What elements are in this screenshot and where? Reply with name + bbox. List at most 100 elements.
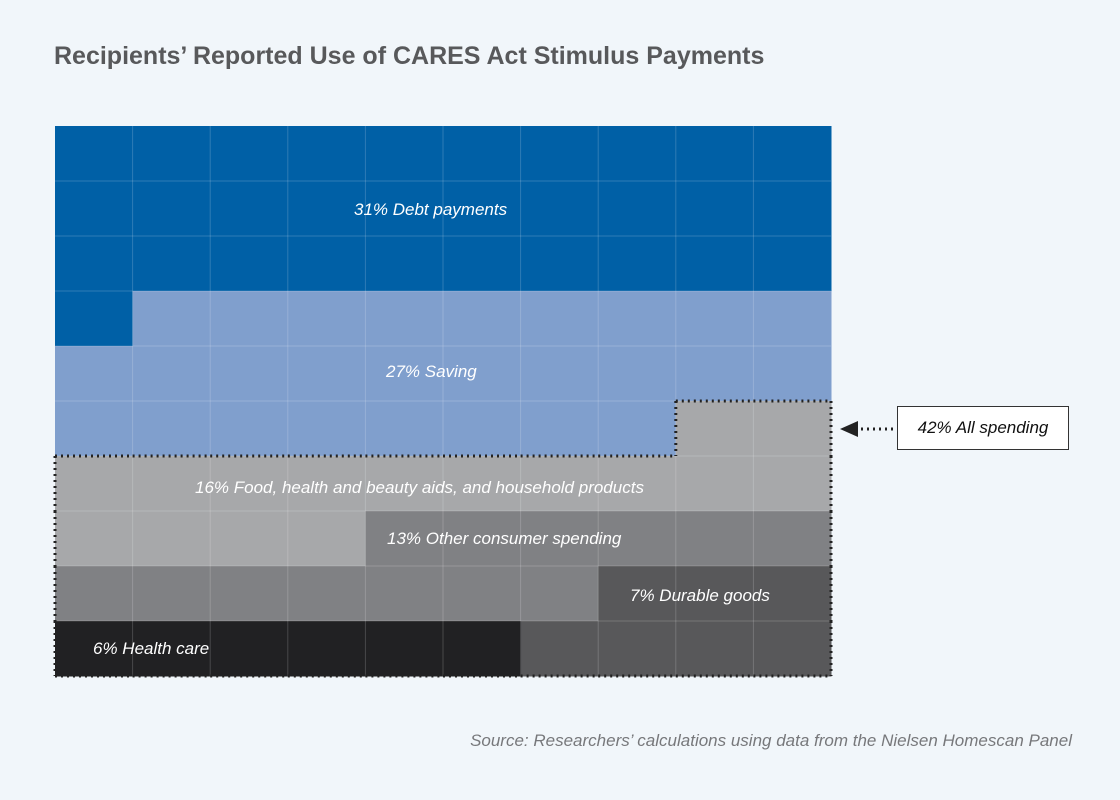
waffle-cell-debt <box>55 236 134 292</box>
waffle-cell-other <box>210 566 289 622</box>
waffle-cell-food <box>210 456 289 512</box>
waffle-cell-debt <box>287 181 366 237</box>
waffle-cell-debt <box>132 181 211 237</box>
waffle-cell-debt <box>443 236 522 292</box>
waffle-cell-food <box>753 456 832 512</box>
waffle-cell-debt <box>520 236 599 292</box>
waffle-cell-durable <box>598 621 677 677</box>
waffle-cell-debt <box>675 126 754 182</box>
label-food: 16% Food, health and beauty aids, and ho… <box>195 478 644 497</box>
waffle-cell-debt <box>365 126 444 182</box>
waffle-cell-debt <box>753 126 832 182</box>
waffle-cell-food <box>365 456 444 512</box>
waffle-cell-debt <box>598 181 677 237</box>
label-saving: 27% Saving <box>386 362 477 381</box>
waffle-cell-saving <box>132 346 211 402</box>
waffle-cell-debt <box>55 291 134 347</box>
waffle-cell-saving <box>753 291 832 347</box>
waffle-cell-food <box>287 511 366 567</box>
waffle-cell-debt <box>55 181 134 237</box>
waffle-cell-debt <box>598 126 677 182</box>
waffle-cell-saving <box>675 291 754 347</box>
waffle-cell-other <box>520 566 599 622</box>
waffle-cell-saving <box>287 291 366 347</box>
waffle-cell-health <box>132 621 211 677</box>
waffle-cell-durable <box>675 621 754 677</box>
waffle-cell-durable <box>753 621 832 677</box>
waffle-cell-other <box>55 566 134 622</box>
waffle-cell-debt <box>520 181 599 237</box>
waffle-cell-health <box>210 621 289 677</box>
waffle-cell-debt <box>598 236 677 292</box>
waffle-cell-debt <box>443 126 522 182</box>
waffle-cell-food <box>132 456 211 512</box>
waffle-cell-saving <box>287 401 366 457</box>
waffle-cell-other <box>443 566 522 622</box>
waffle-cell-saving <box>443 291 522 347</box>
waffle-cell-food <box>675 456 754 512</box>
label-debt: 31% Debt payments <box>354 200 508 219</box>
waffle-cell-food <box>520 456 599 512</box>
waffle-cell-durable <box>675 566 754 622</box>
waffle-cell-debt <box>365 181 444 237</box>
waffle-cell-food <box>675 401 754 457</box>
waffle-cell-saving <box>210 291 289 347</box>
waffle-cell-food <box>287 456 366 512</box>
waffle-cell-health <box>287 621 366 677</box>
waffle-cell-saving <box>287 346 366 402</box>
waffle-cell-saving <box>365 291 444 347</box>
waffle-cell-saving <box>753 346 832 402</box>
waffle-cell-debt <box>132 126 211 182</box>
waffle-cell-other <box>520 511 599 567</box>
label-other: 13% Other consumer spending <box>387 529 622 548</box>
waffle-cell-other <box>675 511 754 567</box>
waffle-cell-food <box>132 511 211 567</box>
label-durable: 7% Durable goods <box>630 586 770 605</box>
waffle-cell-debt <box>287 236 366 292</box>
waffle-cell-debt <box>210 181 289 237</box>
waffle-cell-other <box>753 511 832 567</box>
callout-arrowhead-icon <box>840 421 858 437</box>
waffle-cell-debt <box>365 236 444 292</box>
chart-title: Recipients’ Reported Use of CARES Act St… <box>54 42 765 70</box>
waffle-cell-saving <box>443 401 522 457</box>
waffle-cell-debt <box>55 126 134 182</box>
source-note: Source: Researchers’ calculations using … <box>470 731 1072 750</box>
waffle-cell-saving <box>210 346 289 402</box>
waffle-cell-saving <box>520 291 599 347</box>
waffle-cell-saving <box>365 346 444 402</box>
waffle-cell-other <box>443 511 522 567</box>
waffle-cell-durable <box>520 621 599 677</box>
waffle-cell-saving <box>598 346 677 402</box>
waffle-cell-food <box>55 511 134 567</box>
waffle-cell-saving <box>210 401 289 457</box>
waffle-cell-saving <box>132 291 211 347</box>
waffle-cell-food <box>753 401 832 457</box>
waffle-cell-health <box>365 621 444 677</box>
waffle-cell-debt <box>753 181 832 237</box>
waffle-cell-debt <box>210 236 289 292</box>
waffle-cell-debt <box>132 236 211 292</box>
waffle-cell-food <box>210 511 289 567</box>
waffle-cell-durable <box>753 566 832 622</box>
waffle-cell-saving <box>520 346 599 402</box>
waffle-cell-health <box>443 621 522 677</box>
waffle-cell-health <box>55 621 134 677</box>
waffle-cell-saving <box>675 346 754 402</box>
waffle-cell-debt <box>675 181 754 237</box>
waffle-cell-debt <box>443 181 522 237</box>
waffle-cell-debt <box>210 126 289 182</box>
waffle-cell-saving <box>598 291 677 347</box>
waffle-cell-saving <box>520 401 599 457</box>
waffle-cell-debt <box>753 236 832 292</box>
waffle-cell-saving <box>132 401 211 457</box>
waffle-cell-saving <box>598 401 677 457</box>
waffle-cell-saving <box>365 401 444 457</box>
waffle-cell-other <box>287 566 366 622</box>
waffle-cell-saving <box>55 346 134 402</box>
waffle-cell-durable <box>598 566 677 622</box>
waffle-cell-debt <box>520 126 599 182</box>
waffle-cell-other <box>598 511 677 567</box>
